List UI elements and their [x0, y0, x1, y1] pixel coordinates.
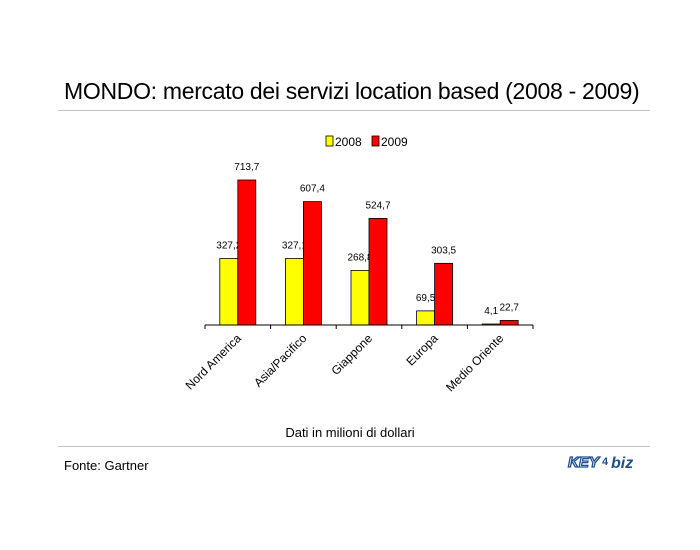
- legend-label-2009: 2009: [381, 135, 408, 149]
- bar-2008-1: [284, 258, 304, 326]
- x-tick-label-4: Medio Oriente: [443, 331, 506, 394]
- data-label-2009-3: 303,5: [431, 245, 456, 256]
- bar-2009-4: [499, 319, 519, 326]
- data-label-2008-2: 268,8: [347, 252, 372, 263]
- source-text: Fonte: Gartner: [64, 458, 149, 473]
- data-label-2009-1: 607,4: [300, 184, 325, 195]
- x-axis-label: Dati in milioni di dollari: [285, 425, 415, 440]
- data-label-2009-0: 713,7: [234, 162, 259, 173]
- bar-2008-2: [350, 269, 370, 326]
- x-tick-label-1: Asia/Pacifico: [251, 331, 310, 390]
- logo-key: KEY: [568, 454, 601, 471]
- data-label-2008-0: 327,2: [216, 241, 241, 252]
- bar-2009-2: [368, 217, 388, 326]
- bar-2008-3: [416, 310, 436, 326]
- logo-biz: biz: [611, 455, 633, 472]
- bottom-divider: [58, 446, 650, 447]
- bar-2008-0: [219, 258, 239, 326]
- data-label-2008-4: 4,1: [484, 306, 498, 317]
- data-label-2009-2: 524,7: [365, 200, 390, 211]
- data-label-2008-1: 327,1: [282, 241, 307, 252]
- legend-swatch-2008: [325, 135, 334, 147]
- key4biz-logo: KEY 4 biz: [567, 453, 633, 472]
- data-label-2008-3: 69,5: [416, 293, 436, 304]
- bar-2009-0: [237, 179, 257, 326]
- legend-label-2008: 2008: [335, 135, 362, 149]
- data-label-2009-4: 22,7: [499, 302, 519, 313]
- x-tick-label-3: Europa: [403, 331, 440, 368]
- logo-four: 4: [602, 456, 609, 468]
- top-divider: [58, 110, 650, 111]
- bar-2009-3: [434, 262, 454, 326]
- legend-swatch-2009: [371, 135, 380, 147]
- bar-2009-1: [302, 201, 322, 326]
- x-tick-label-2: Giappone: [328, 331, 375, 378]
- x-tick-label-0: Nord America: [183, 331, 245, 393]
- chart-title: MONDO: mercato dei servizi location base…: [64, 78, 640, 104]
